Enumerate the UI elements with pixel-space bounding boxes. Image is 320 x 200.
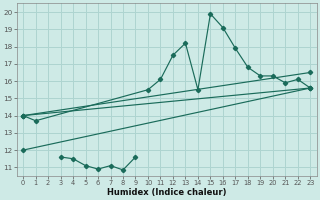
X-axis label: Humidex (Indice chaleur): Humidex (Indice chaleur) [107,188,227,197]
